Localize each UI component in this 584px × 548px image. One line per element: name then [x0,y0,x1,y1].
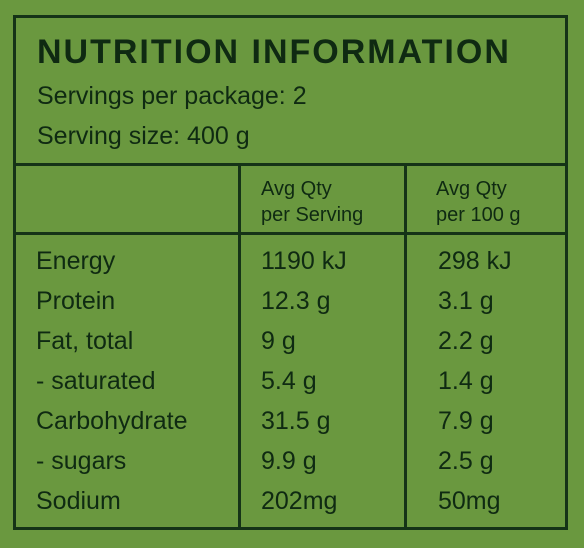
header-per-100g: Avg Qty per 100 g [436,176,521,228]
table-row: Fat, total 9 g 2.2 g [16,326,565,366]
per-100g-value: 298 kJ [438,247,512,275]
table-row: Energy 1190 kJ 298 kJ [16,246,565,286]
table-row: Carbohydrate 31.5 g 7.9 g [16,406,565,446]
table-row: Sodium 202mg 50mg [16,486,565,526]
per-serving-value: 1190 kJ [261,247,347,275]
per-100g-value: 2.2 g [438,327,494,355]
per-100g-value: 7.9 g [438,407,494,435]
table-row: - sugars 9.9 g 2.5 g [16,446,565,486]
nutrient-name: - saturated [36,367,156,395]
table-row: Protein 12.3 g 3.1 g [16,286,565,326]
serving-size: Serving size: 400 g [37,122,250,150]
header-per-serving-line-2: per Serving [261,204,364,226]
per-serving-value: 9 g [261,327,296,355]
nutrient-name: Energy [36,247,116,275]
per-serving-value: 9.9 g [261,447,317,475]
page-title: NUTRITION INFORMATION [37,33,511,71]
header-per-100g-line-2: per 100 g [436,204,521,226]
per-serving-value: 5.4 g [261,367,317,395]
per-100g-value: 1.4 g [438,367,494,395]
per-serving-value: 202mg [261,487,338,515]
servings-per-package: Servings per package: 2 [37,82,307,110]
nutrient-name: Carbohydrate [36,407,188,435]
column-divider-1 [238,163,241,527]
header-per-serving-line-1: Avg Qty [261,178,332,200]
table-top-divider [16,163,565,166]
table-row: - saturated 5.4 g 1.4 g [16,366,565,406]
per-100g-value: 2.5 g [438,447,494,475]
nutrient-name: - sugars [36,447,127,475]
nutrient-name: Fat, total [36,327,134,355]
header-per-serving: Avg Qty per Serving [261,176,363,228]
per-100g-value: 3.1 g [438,287,494,315]
header-per-100g-line-1: Avg Qty [436,178,507,200]
column-divider-2 [404,163,407,527]
per-100g-value: 50mg [438,487,501,515]
nutrient-name: Sodium [36,487,121,515]
nutrition-panel: NUTRITION INFORMATION Servings per packa… [13,15,568,530]
nutrient-name: Protein [36,287,116,315]
per-serving-value: 12.3 g [261,287,331,315]
per-serving-value: 31.5 g [261,407,331,435]
table-header-divider [16,232,565,235]
